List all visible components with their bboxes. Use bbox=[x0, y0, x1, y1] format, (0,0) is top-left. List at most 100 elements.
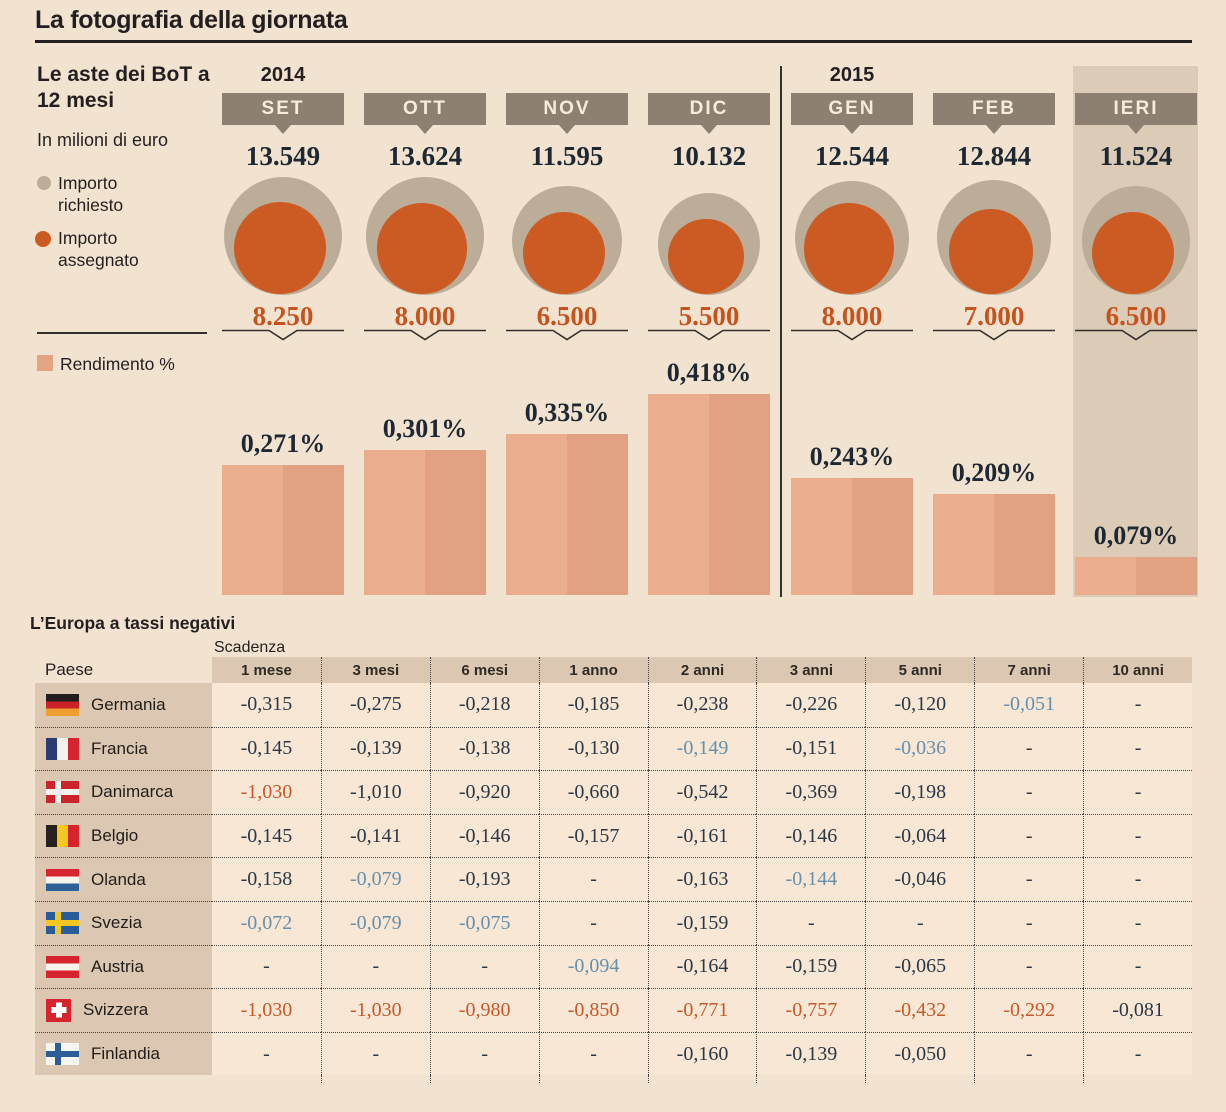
country-name: Francia bbox=[91, 738, 148, 758]
column-baseline-notch bbox=[648, 329, 770, 343]
table-extension bbox=[538, 1075, 648, 1084]
rate-cell: - bbox=[538, 857, 648, 901]
rate-cell: -0,138 bbox=[429, 726, 539, 771]
country-cell: Austria bbox=[35, 944, 212, 989]
rate-cell: -0,046 bbox=[865, 857, 975, 901]
rate-cell: -0,771 bbox=[647, 988, 757, 1032]
rate-cell: -0,369 bbox=[756, 770, 866, 814]
month-tab-label: DIC bbox=[689, 98, 729, 119]
rate-cell: -0,432 bbox=[865, 988, 975, 1032]
maturity-header: 10 anni bbox=[1083, 657, 1192, 683]
rate-cell: - bbox=[974, 900, 1084, 945]
table-extension bbox=[865, 1075, 974, 1084]
month-tab-notch-icon bbox=[1128, 125, 1144, 134]
table-extension bbox=[212, 1075, 321, 1083]
rate-cell: -0,164 bbox=[647, 944, 757, 989]
table-extension bbox=[974, 1075, 1083, 1084]
assigned-amount-circle bbox=[948, 209, 1034, 294]
yield-bar bbox=[506, 434, 628, 595]
rate-cell: - bbox=[429, 1031, 539, 1076]
year-label: 2015 bbox=[829, 64, 875, 86]
rate-cell: - bbox=[538, 1031, 648, 1076]
column-baseline-notch bbox=[933, 329, 1055, 343]
germania-flag-icon bbox=[46, 693, 79, 716]
requested-amount-value: 13.624 bbox=[387, 141, 463, 171]
yield-bar-label: 0,079% bbox=[1093, 521, 1179, 550]
year-divider-line bbox=[780, 66, 782, 597]
rate-cell: -0,980 bbox=[429, 988, 539, 1032]
month-tab-notch-icon bbox=[986, 125, 1002, 134]
yield-bar bbox=[791, 478, 913, 595]
table-extension bbox=[756, 1075, 865, 1084]
country-cell: Svizzera bbox=[35, 988, 212, 1032]
rate-cell: -0,149 bbox=[647, 726, 757, 771]
danimarca-flag-icon bbox=[46, 781, 79, 804]
rate-cell: - bbox=[1083, 857, 1192, 901]
yield-bar-label: 0,335% bbox=[524, 398, 610, 427]
table-extension bbox=[1083, 1075, 1192, 1084]
rate-cell: -0,238 bbox=[647, 683, 757, 727]
country-name: Germania bbox=[91, 694, 166, 714]
table-extension bbox=[429, 1075, 539, 1084]
rate-cell: -0,226 bbox=[756, 683, 866, 727]
francia-flag-icon bbox=[46, 737, 79, 760]
month-tab-notch-icon bbox=[417, 125, 433, 134]
rate-cell: - bbox=[320, 1031, 430, 1076]
month-tab: SET bbox=[222, 93, 344, 125]
table-extension bbox=[35, 1075, 212, 1083]
maturity-header: 3 mesi bbox=[320, 657, 430, 683]
requested-amount-value: 11.524 bbox=[1099, 141, 1173, 171]
assigned-amount-value: 5.500 bbox=[678, 301, 740, 331]
requested-amount-value: 10.132 bbox=[671, 141, 747, 171]
country-cell: Svezia bbox=[35, 900, 212, 945]
rate-cell: - bbox=[1083, 813, 1192, 858]
rate-cell: -0,146 bbox=[756, 813, 866, 858]
rate-cell: -0,130 bbox=[538, 726, 648, 771]
rate-cell: - bbox=[1083, 900, 1192, 945]
rate-cell: - bbox=[212, 944, 321, 989]
rate-cell: -0,145 bbox=[212, 813, 321, 858]
rate-cell: -0,160 bbox=[647, 1031, 757, 1076]
finlandia-flag-icon bbox=[46, 1043, 79, 1066]
rate-cell: - bbox=[212, 1031, 321, 1076]
rate-cell: -0,146 bbox=[429, 813, 539, 858]
rate-cell: -0,145 bbox=[212, 726, 321, 771]
table-title: L’Europa a tassi negativi bbox=[30, 613, 236, 633]
rate-cell: -0,159 bbox=[756, 944, 866, 989]
sidebar-baseline bbox=[37, 332, 207, 334]
maturity-header: 5 anni bbox=[865, 657, 975, 683]
belgio-flag-icon bbox=[46, 825, 79, 848]
month-tab-label: FEB bbox=[972, 98, 1016, 119]
rate-cell: - bbox=[1083, 770, 1192, 814]
auction-heading: Le aste dei BoT a 12 mesi bbox=[37, 63, 210, 112]
maturity-header: 7 anni bbox=[974, 657, 1084, 683]
rate-cell: -0,141 bbox=[320, 813, 430, 858]
assigned-amount-circle bbox=[233, 201, 327, 294]
rate-cell: - bbox=[974, 770, 1084, 814]
negative-rates-table: Paese 1 mese 3 mesi 6 mesi 1 anno 2 anni 3 ann… bbox=[35, 657, 1192, 1084]
rate-cell: -0,920 bbox=[429, 770, 539, 814]
month-tab-label: OTT bbox=[403, 98, 447, 119]
rate-cell: -0,075 bbox=[429, 900, 539, 945]
assigned-amount-value: 7.000 bbox=[963, 301, 1025, 331]
rate-cell: -0,151 bbox=[756, 726, 866, 771]
yield-bar bbox=[1075, 557, 1197, 595]
month-tab-notch-icon bbox=[844, 125, 860, 134]
yield-bar bbox=[933, 494, 1055, 595]
month-tab-label: NOV bbox=[543, 98, 591, 119]
yield-bar bbox=[648, 394, 770, 595]
rate-cell: - bbox=[865, 900, 975, 945]
rate-cell: - bbox=[974, 1031, 1084, 1076]
rate-cell: -0,292 bbox=[974, 988, 1084, 1032]
assigned-amount-circle bbox=[668, 218, 744, 294]
assigned-amount-value: 8.000 bbox=[394, 301, 456, 331]
rate-cell: -0,193 bbox=[429, 857, 539, 901]
rate-cell: -0,315 bbox=[212, 683, 321, 727]
column-baseline-notch bbox=[791, 329, 913, 343]
month-tab-notch-icon bbox=[559, 125, 575, 134]
rate-cell: -0,158 bbox=[212, 857, 321, 901]
scadenza-label: Scadenza bbox=[214, 639, 286, 656]
svezia-flag-icon bbox=[46, 912, 79, 935]
month-tab: GEN bbox=[791, 93, 913, 125]
rate-cell: -0,139 bbox=[320, 726, 430, 771]
